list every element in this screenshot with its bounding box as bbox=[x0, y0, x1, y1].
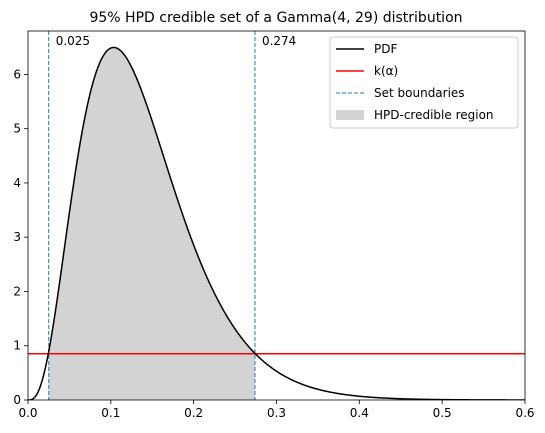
y-tick-label: 4 bbox=[13, 176, 21, 190]
legend-box bbox=[329, 36, 519, 129]
legend-label-region: HPD-credible region bbox=[374, 108, 494, 122]
y-tick-label: 1 bbox=[13, 339, 21, 353]
x-tick-label: 0.2 bbox=[184, 406, 203, 420]
x-tick-label: 0.1 bbox=[101, 406, 120, 420]
x-tick-label: 0.6 bbox=[515, 406, 534, 420]
legend-label-pdf: PDF bbox=[374, 42, 397, 56]
x-tick-label: 0.0 bbox=[18, 406, 37, 420]
legend-swatch-region bbox=[336, 110, 364, 120]
x-tick-label: 0.5 bbox=[433, 406, 452, 420]
boundary-label: 0.025 bbox=[56, 34, 90, 48]
y-tick-label: 5 bbox=[13, 122, 21, 136]
x-tick-label: 0.3 bbox=[267, 406, 286, 420]
y-tick-label: 2 bbox=[13, 284, 21, 298]
legend: PDF k(α) Set boundaries HPD-credible region bbox=[329, 36, 519, 129]
y-tick-label: 0 bbox=[13, 393, 21, 407]
chart-title: 95% HPD credible set of a Gamma(4, 29) d… bbox=[89, 10, 462, 26]
hpd-region bbox=[48, 47, 255, 400]
x-tick-label: 0.4 bbox=[350, 406, 369, 420]
y-tick-label: 6 bbox=[13, 67, 21, 81]
legend-label-k: k(α) bbox=[374, 64, 398, 78]
boundary-label: 0.274 bbox=[262, 34, 296, 48]
legend-label-bounds: Set boundaries bbox=[374, 86, 465, 100]
y-tick-label: 3 bbox=[13, 230, 21, 244]
axes: 0.0 0.1 0.2 0.3 0.4 0.5 0.6 0 1 2 3 4 5 6 bbox=[13, 30, 535, 420]
